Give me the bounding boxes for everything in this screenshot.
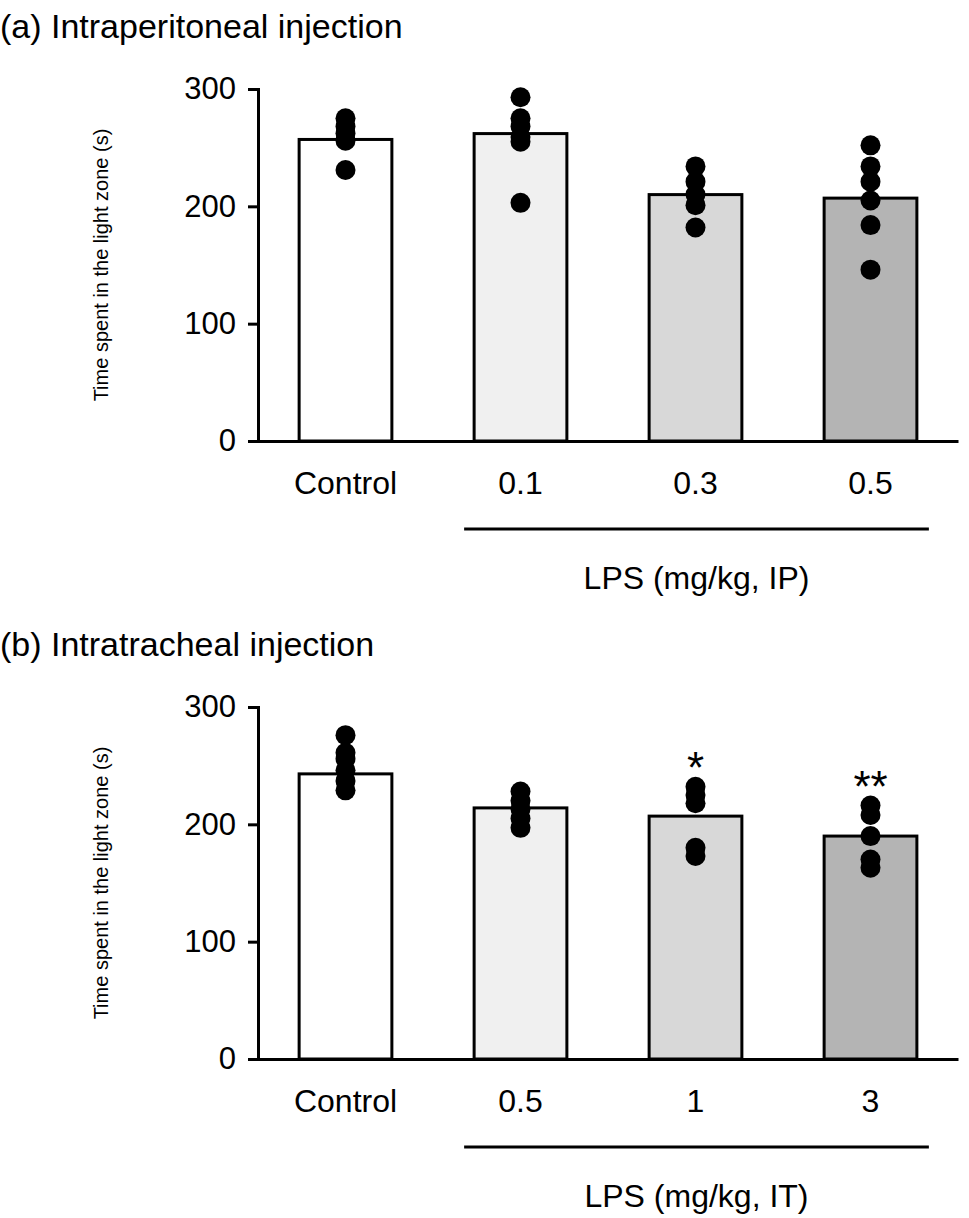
- data-point: [336, 780, 356, 800]
- bar: [649, 195, 742, 441]
- bar: [299, 139, 392, 441]
- tick-mark: [248, 1058, 258, 1061]
- y-axis-label: Time spent in the light zone (s): [90, 747, 112, 1020]
- tick-label: 0.5: [498, 1083, 542, 1119]
- plot-area: [299, 87, 917, 441]
- annotation: *: [687, 743, 704, 792]
- tick-mark: [248, 88, 258, 91]
- data-point: [511, 132, 531, 152]
- data-point: [511, 87, 531, 107]
- tick-mark: [248, 205, 258, 208]
- tick: 0: [219, 1041, 258, 1076]
- x-axis: Control 0.5 1 3: [259, 1059, 959, 1119]
- axis-line: [248, 708, 259, 1060]
- tick: 100: [184, 924, 258, 959]
- tick-label: 0.5: [848, 465, 892, 501]
- x-axis-label: LPS (mg/kg, IP): [584, 560, 810, 596]
- bar: [649, 816, 742, 1059]
- data-point: [686, 195, 706, 215]
- tick-label: 200: [184, 807, 236, 842]
- y-axis: 0 100 200 300: [184, 71, 258, 458]
- data-point: [861, 190, 881, 210]
- group-line: [464, 528, 929, 531]
- data-point: [336, 725, 356, 745]
- data-point: [861, 172, 881, 192]
- bar: [474, 808, 567, 1059]
- tick: 300: [184, 71, 258, 106]
- tick: 0: [219, 423, 258, 458]
- tick: 200: [184, 807, 258, 842]
- group-line: [464, 1146, 929, 1149]
- plot-area: [299, 725, 917, 1059]
- tick: 0.5: [498, 1059, 542, 1119]
- y-axis: 0 100 200 300: [184, 689, 258, 1076]
- tick-mark: [248, 440, 258, 443]
- tick: 100: [184, 306, 258, 341]
- tick-label: 3: [862, 1083, 880, 1119]
- tick-label: 0.1: [498, 465, 542, 501]
- data-point: [686, 217, 706, 237]
- tick-label: Control: [294, 1083, 397, 1119]
- panel: (b) Intratracheal injection 0 100 200 300 Con…: [0, 625, 959, 1214]
- tick-label: 1: [687, 1083, 705, 1119]
- data-point: [511, 193, 531, 213]
- tick-mark: [248, 823, 258, 826]
- x-axis-label: LPS (mg/kg, IT): [584, 1178, 808, 1214]
- y-axis-label: Time spent in the light zone (s): [90, 129, 112, 402]
- data-point: [336, 131, 356, 151]
- data-point: [861, 826, 881, 846]
- axis-line: [259, 440, 959, 443]
- tick-label: 200: [184, 189, 236, 224]
- panel: (a) Intraperitoneal injection 0 100 200 300 C…: [0, 7, 959, 596]
- tick-mark: [248, 941, 258, 944]
- tick: 200: [184, 189, 258, 224]
- data-point: [861, 260, 881, 280]
- bar: [299, 774, 392, 1059]
- data-point: [686, 846, 706, 866]
- annotation: **: [853, 762, 887, 811]
- tick-label: 100: [184, 306, 236, 341]
- data-point: [511, 818, 531, 838]
- bar: [824, 198, 917, 441]
- tick-mark: [248, 323, 258, 326]
- tick: 0.3: [673, 441, 717, 501]
- data-point: [686, 793, 706, 813]
- data-point: [336, 160, 356, 180]
- tick-label: 0.3: [673, 465, 717, 501]
- tick: 0.1: [498, 441, 542, 501]
- data-point: [861, 215, 881, 235]
- figure: (a) Intraperitoneal injection 0 100 200 300 C…: [0, 0, 969, 1218]
- tick-label: 0: [219, 1041, 236, 1076]
- tick: 0.5: [848, 441, 892, 501]
- tick-label: Control: [294, 465, 397, 501]
- data-point: [861, 858, 881, 878]
- data-point: [861, 135, 881, 155]
- tick: 3: [862, 1059, 880, 1119]
- bar: [474, 134, 567, 441]
- bar: [824, 836, 917, 1059]
- tick-label: 0: [219, 423, 236, 458]
- tick: 1: [687, 1059, 705, 1119]
- tick: Control: [294, 441, 397, 501]
- tick-label: 300: [184, 71, 236, 106]
- tick: Control: [294, 1059, 397, 1119]
- tick-mark: [248, 706, 258, 709]
- tick-label: 100: [184, 924, 236, 959]
- tick-label: 300: [184, 689, 236, 724]
- axis-line: [259, 1058, 959, 1061]
- title: (b) Intratracheal injection: [0, 625, 374, 663]
- title: (a) Intraperitoneal injection: [0, 7, 403, 45]
- axis-line: [248, 90, 259, 442]
- tick: 300: [184, 689, 258, 724]
- x-axis: Control 0.1 0.3 0.5: [259, 441, 959, 501]
